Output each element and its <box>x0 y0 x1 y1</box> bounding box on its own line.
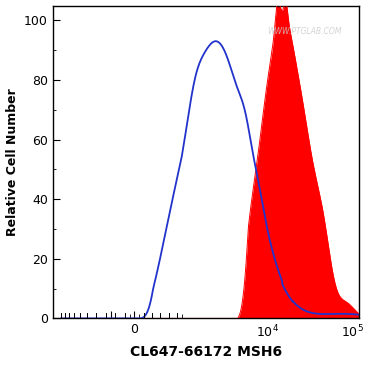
Text: WWW.PTGLAB.COM: WWW.PTGLAB.COM <box>268 27 342 36</box>
Y-axis label: Relative Cell Number: Relative Cell Number <box>6 88 18 236</box>
X-axis label: CL647-66172 MSH6: CL647-66172 MSH6 <box>130 345 282 360</box>
